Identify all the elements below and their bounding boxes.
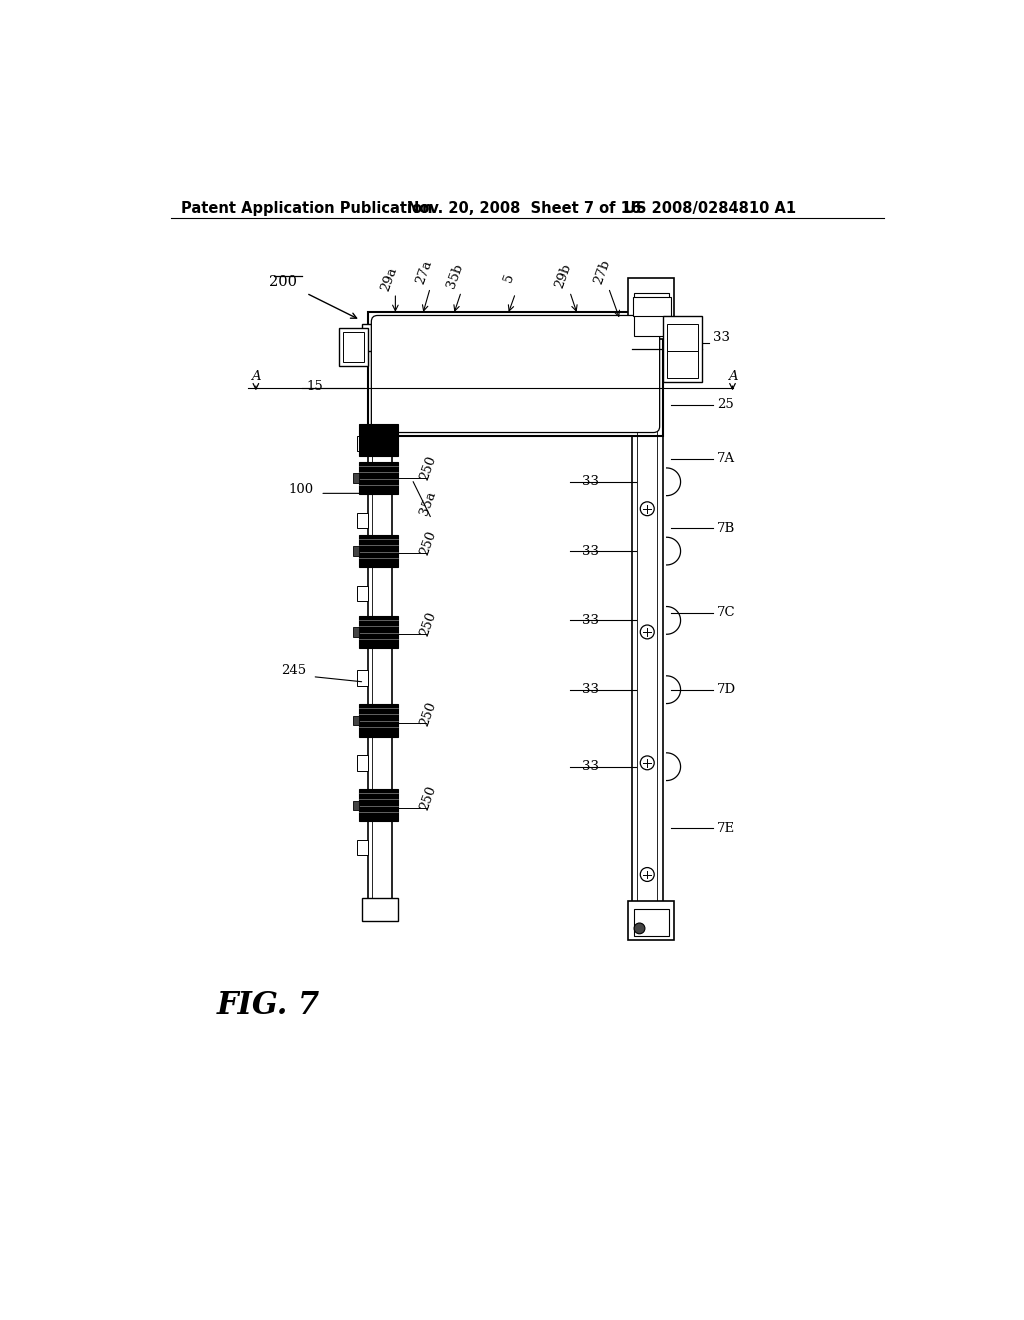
Text: 25: 25: [717, 399, 734, 412]
Bar: [369, 323, 391, 917]
Bar: [356, 671, 369, 686]
Text: 7C: 7C: [717, 606, 735, 619]
Text: 250: 250: [418, 610, 438, 639]
Bar: [352, 546, 359, 556]
Bar: [667, 323, 697, 351]
Bar: [633, 297, 671, 317]
Bar: [634, 909, 669, 936]
Text: Nov. 20, 2008  Sheet 7 of 16: Nov. 20, 2008 Sheet 7 of 16: [407, 201, 641, 216]
Circle shape: [640, 756, 654, 770]
Bar: [356, 840, 369, 855]
Text: 7D: 7D: [717, 684, 736, 696]
Text: 33: 33: [583, 545, 599, 557]
Text: 5: 5: [502, 272, 517, 284]
Bar: [359, 424, 397, 457]
Text: 33: 33: [583, 760, 599, 774]
Text: 29a: 29a: [379, 265, 399, 293]
Bar: [356, 586, 369, 601]
Text: Patent Application Publication: Patent Application Publication: [180, 201, 432, 216]
Text: 250: 250: [418, 700, 438, 727]
Text: 245: 245: [282, 664, 306, 677]
Text: 33: 33: [713, 330, 730, 343]
Text: 7E: 7E: [717, 822, 735, 834]
Bar: [356, 755, 369, 771]
Text: FIG. 7: FIG. 7: [217, 990, 321, 1020]
Bar: [356, 436, 369, 451]
Bar: [359, 615, 397, 648]
Text: 33: 33: [583, 475, 599, 488]
Text: A: A: [728, 370, 737, 383]
Bar: [628, 902, 675, 940]
Bar: [356, 512, 369, 528]
Bar: [339, 327, 369, 367]
Bar: [632, 323, 663, 917]
Text: 35a: 35a: [418, 488, 438, 516]
Bar: [352, 474, 359, 483]
Text: 7B: 7B: [717, 521, 735, 535]
Text: 29b: 29b: [553, 261, 574, 289]
Bar: [359, 789, 397, 821]
Circle shape: [640, 626, 654, 639]
Circle shape: [640, 867, 654, 882]
Text: 250: 250: [418, 454, 438, 482]
Bar: [634, 293, 669, 335]
Bar: [667, 351, 697, 378]
Bar: [362, 898, 397, 921]
Text: 100: 100: [289, 483, 314, 496]
Text: 33: 33: [583, 614, 599, 627]
Text: US 2008/0284810 A1: US 2008/0284810 A1: [624, 201, 796, 216]
Text: 27a: 27a: [414, 257, 434, 285]
Bar: [352, 627, 359, 636]
Bar: [362, 323, 397, 351]
Text: 200: 200: [269, 275, 297, 289]
Text: 250: 250: [418, 529, 438, 557]
Bar: [343, 331, 365, 363]
FancyBboxPatch shape: [372, 315, 659, 433]
Text: 7A: 7A: [717, 453, 735, 465]
Text: A: A: [251, 370, 261, 383]
Bar: [352, 800, 359, 810]
Bar: [628, 277, 675, 339]
Text: 250: 250: [418, 784, 438, 812]
Bar: [359, 462, 397, 494]
Bar: [369, 313, 663, 436]
Circle shape: [634, 923, 645, 933]
Bar: [663, 317, 701, 381]
Bar: [359, 535, 397, 568]
Bar: [359, 705, 397, 737]
Circle shape: [640, 502, 654, 516]
Text: 15: 15: [306, 380, 323, 393]
Text: 33: 33: [583, 684, 599, 696]
Text: 35b: 35b: [444, 261, 466, 289]
Text: 27b: 27b: [592, 257, 612, 285]
Bar: [352, 715, 359, 725]
